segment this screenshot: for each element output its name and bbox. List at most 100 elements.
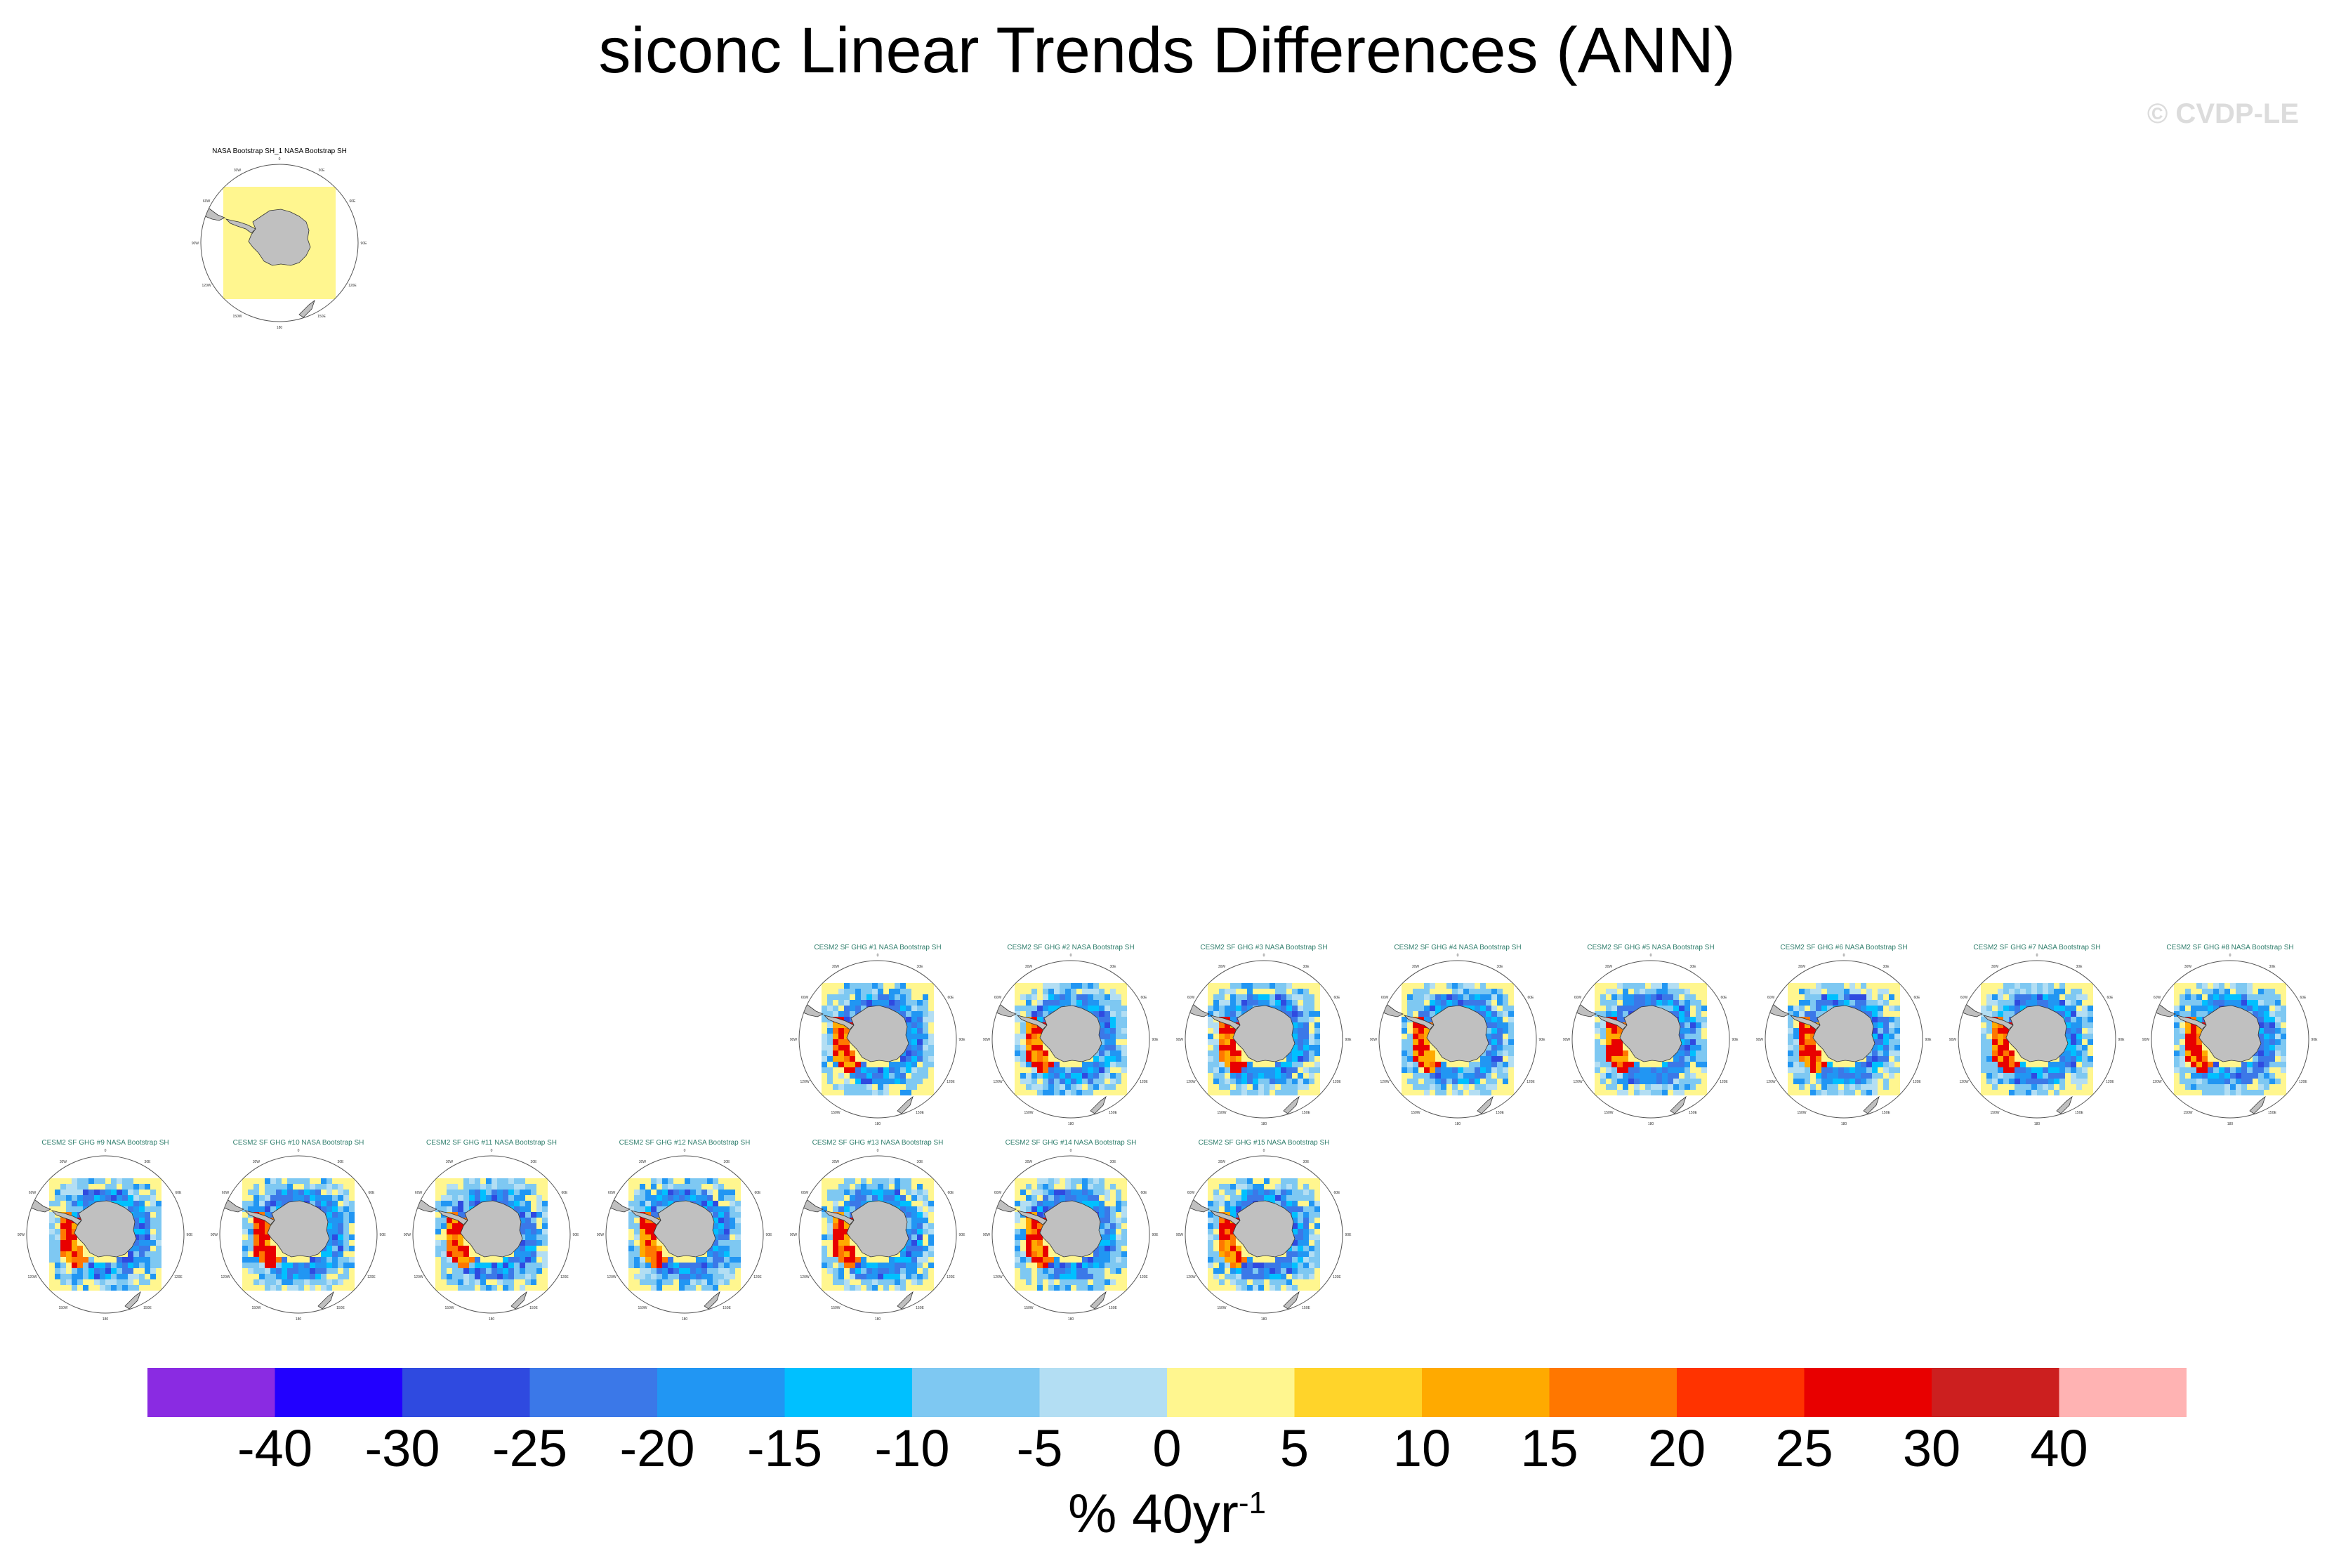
trend-cell bbox=[833, 1050, 838, 1056]
trend-cell bbox=[1020, 1022, 1026, 1028]
trend-cell bbox=[1286, 1011, 1292, 1017]
trend-cell bbox=[1623, 1090, 1628, 1095]
trend-cell bbox=[844, 1045, 850, 1050]
trend-cell bbox=[2065, 1011, 2071, 1017]
trend-cell bbox=[866, 1263, 872, 1268]
trend-cell bbox=[2281, 1067, 2286, 1073]
trend-cell bbox=[1600, 1000, 1606, 1006]
trend-cell bbox=[1992, 1011, 1998, 1017]
longitude-label: 150W bbox=[58, 1306, 67, 1310]
trend-cell bbox=[1986, 1039, 1992, 1045]
trend-cell bbox=[668, 1190, 673, 1195]
longitude-label: 120W bbox=[221, 1275, 230, 1279]
trend-cell bbox=[1236, 1195, 1241, 1201]
trend-cell bbox=[1469, 1090, 1475, 1095]
trend-cell bbox=[531, 1279, 536, 1285]
trend-cell bbox=[1037, 1229, 1043, 1234]
trend-cell bbox=[304, 1184, 310, 1190]
longitude-label: 150W bbox=[232, 315, 242, 319]
new-zealand-landmass bbox=[2056, 1095, 2073, 1114]
trend-cell bbox=[1986, 1062, 1992, 1067]
trend-cell bbox=[1060, 1279, 1065, 1285]
trend-cell bbox=[435, 1201, 441, 1206]
trend-cell bbox=[928, 1229, 934, 1234]
trend-cell bbox=[1048, 1263, 1054, 1268]
trend-cell bbox=[1275, 994, 1281, 1000]
trend-cell bbox=[1258, 1090, 1264, 1095]
trend-cell bbox=[1048, 1257, 1054, 1263]
trend-cell bbox=[923, 1028, 928, 1034]
trend-cell bbox=[923, 1201, 928, 1206]
trend-cell bbox=[1054, 1190, 1060, 1195]
trend-cell bbox=[321, 1251, 327, 1257]
trend-cell bbox=[1981, 1067, 1986, 1073]
trend-cell bbox=[923, 1212, 928, 1218]
trend-cell bbox=[1026, 1062, 1031, 1067]
trend-cell bbox=[1110, 994, 1116, 1000]
trend-cell bbox=[2202, 1011, 2208, 1017]
trend-cell bbox=[889, 1201, 895, 1206]
trend-cell bbox=[668, 1178, 673, 1184]
trend-cell bbox=[1668, 983, 1673, 989]
trend-cell bbox=[827, 1028, 833, 1034]
map-panel: CESM2 SF GHG #8 NASA Bootstrap SH 0 30E 60E… bbox=[2142, 944, 2318, 1126]
trend-cell bbox=[1656, 983, 1662, 989]
trend-cell bbox=[156, 1206, 161, 1212]
trend-cell bbox=[883, 1090, 889, 1095]
trend-cell bbox=[923, 1229, 928, 1234]
trend-cell bbox=[100, 1274, 105, 1279]
trend-cell bbox=[1696, 1062, 1701, 1067]
trend-cell bbox=[1230, 1056, 1236, 1062]
longitude-label: 30W bbox=[832, 1160, 840, 1164]
trend-cell bbox=[838, 1034, 844, 1039]
trend-cell bbox=[838, 1206, 844, 1212]
trend-cell bbox=[1037, 1067, 1043, 1073]
trend-cell bbox=[2247, 1073, 2253, 1079]
trend-cell bbox=[2071, 1028, 2076, 1034]
trend-cell bbox=[321, 1274, 327, 1279]
trend-cell bbox=[1292, 1090, 1298, 1095]
trend-cell bbox=[1799, 1034, 1805, 1039]
trend-cell bbox=[150, 1240, 156, 1246]
trend-cell bbox=[1037, 1246, 1043, 1251]
trend-cell bbox=[1805, 1079, 1810, 1084]
trend-cell bbox=[1668, 1084, 1673, 1090]
trend-cell bbox=[1275, 1062, 1281, 1067]
trend-cell bbox=[1060, 989, 1065, 994]
trend-cell bbox=[917, 1000, 923, 1006]
trend-cell bbox=[1236, 1257, 1241, 1263]
trend-cell bbox=[1418, 1056, 1424, 1062]
trend-cell bbox=[634, 1246, 640, 1251]
trend-cell bbox=[861, 1073, 866, 1079]
trend-cell bbox=[128, 1279, 133, 1285]
trend-cell bbox=[1208, 1246, 1213, 1251]
trend-cell bbox=[1225, 1234, 1230, 1240]
trend-cell bbox=[1286, 1257, 1292, 1263]
trend-cell bbox=[60, 1195, 66, 1201]
trend-cell bbox=[1303, 1263, 1309, 1268]
antarctica-landmass bbox=[1812, 1005, 1875, 1062]
peninsula-landmass bbox=[2175, 1015, 2207, 1030]
trend-cell bbox=[259, 1251, 265, 1257]
antarctica-landmass bbox=[2005, 1005, 2069, 1062]
trend-cell bbox=[2281, 1011, 2286, 1017]
trend-cell bbox=[2037, 1000, 2043, 1006]
trend-cell bbox=[2253, 1073, 2258, 1079]
trend-cell bbox=[1105, 1000, 1110, 1006]
trend-cell bbox=[640, 1229, 645, 1234]
trend-cell bbox=[2088, 1017, 2093, 1022]
trend-cell bbox=[1617, 1034, 1623, 1039]
trend-cell bbox=[1253, 983, 1258, 989]
trend-cell bbox=[2071, 1034, 2076, 1039]
trend-cell bbox=[2009, 1079, 2015, 1084]
trend-cell bbox=[1043, 1257, 1048, 1263]
trend-cell bbox=[1407, 994, 1413, 1000]
trend-cell bbox=[724, 1206, 730, 1212]
trend-cell bbox=[1998, 1067, 2003, 1073]
trend-cell bbox=[508, 1257, 514, 1263]
trend-cell bbox=[117, 1178, 122, 1184]
trend-cell bbox=[1247, 1257, 1253, 1263]
trend-cell bbox=[332, 1263, 338, 1268]
trend-cell bbox=[310, 1195, 315, 1201]
peninsula-landmass bbox=[1016, 1015, 1048, 1030]
